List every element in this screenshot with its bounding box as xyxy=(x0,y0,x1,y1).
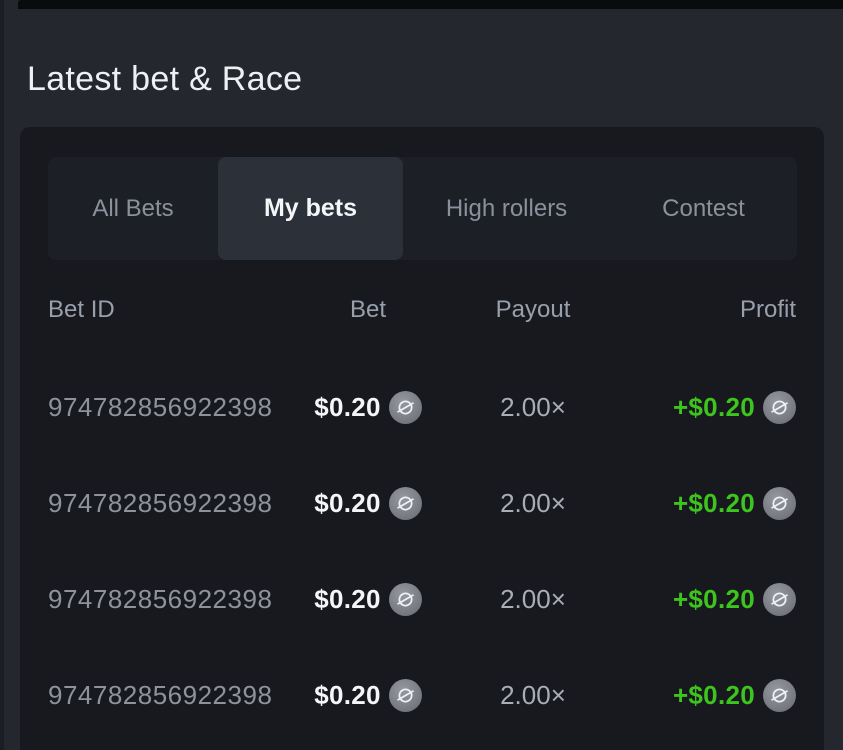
stellar-coin-icon xyxy=(388,486,422,520)
bet-amount-cell: $0.20 xyxy=(288,486,448,520)
profit-amount: +$0.20 xyxy=(672,487,755,518)
bet-id-cell: 974782856922398 xyxy=(48,679,273,710)
left-edge-divider xyxy=(0,0,4,750)
stellar-coin-icon xyxy=(388,678,422,712)
profit-cell: +$0.20 xyxy=(618,390,796,424)
table-row[interactable]: 974782856922398 $0.20 2.00× +$0.20 xyxy=(20,359,824,455)
profit-cell: +$0.20 xyxy=(618,486,796,520)
profit-amount: +$0.20 xyxy=(672,391,755,422)
tab-my-bets[interactable]: My bets xyxy=(218,157,403,260)
bet-amount: $0.20 xyxy=(314,583,381,614)
payout-cell: 2.00× xyxy=(500,583,566,614)
table-row[interactable]: 974782856922398 $0.20 2.00× +$0.20 xyxy=(20,455,824,551)
table-header-row: Bet ID Bet Payout Profit xyxy=(20,260,824,359)
stellar-coin-icon xyxy=(763,390,796,424)
column-header-payout: Payout xyxy=(495,295,571,323)
bets-tab-bar: All Bets My bets High rollers Contest xyxy=(48,157,797,260)
column-header-bet: Bet xyxy=(349,295,387,323)
payout-cell: 2.00× xyxy=(500,679,566,710)
stellar-coin-icon xyxy=(763,582,796,616)
payout-cell: 2.00× xyxy=(500,391,566,422)
top-edge-bar xyxy=(18,0,843,9)
tab-all-bets[interactable]: All Bets xyxy=(92,194,174,222)
stellar-coin-icon xyxy=(388,390,422,424)
payout-cell: 2.00× xyxy=(500,487,566,518)
table-row[interactable]: 974782856922398 $0.20 2.00× +$0.20 xyxy=(20,647,824,743)
bet-amount: $0.20 xyxy=(314,679,381,710)
column-header-profit: Profit xyxy=(739,295,796,323)
bet-id-cell: 974782856922398 xyxy=(48,487,273,518)
column-header-bet-id: Bet ID xyxy=(48,295,115,323)
bet-amount-cell: $0.20 xyxy=(288,390,448,424)
stellar-coin-icon xyxy=(763,486,796,520)
bet-amount: $0.20 xyxy=(314,391,381,422)
profit-cell: +$0.20 xyxy=(618,678,796,712)
table-row[interactable]: 974782856922398 $0.20 2.00× +$0.20 xyxy=(20,551,824,647)
bet-id-cell: 974782856922398 xyxy=(48,583,273,614)
bet-amount-cell: $0.20 xyxy=(288,582,448,616)
bet-id-cell: 974782856922398 xyxy=(48,391,273,422)
tab-high-rollers[interactable]: High rollers xyxy=(445,194,568,222)
latest-bets-panel: All Bets My bets High rollers Contest Be… xyxy=(20,127,824,750)
profit-amount: +$0.20 xyxy=(672,583,755,614)
stellar-coin-icon xyxy=(763,678,796,712)
profit-cell: +$0.20 xyxy=(618,582,796,616)
page-title: Latest bet & Race xyxy=(27,60,303,98)
bet-amount: $0.20 xyxy=(314,487,381,518)
bet-amount-cell: $0.20 xyxy=(288,678,448,712)
tab-contest[interactable]: Contest xyxy=(662,194,745,222)
profit-amount: +$0.20 xyxy=(672,679,755,710)
stellar-coin-icon xyxy=(388,582,422,616)
